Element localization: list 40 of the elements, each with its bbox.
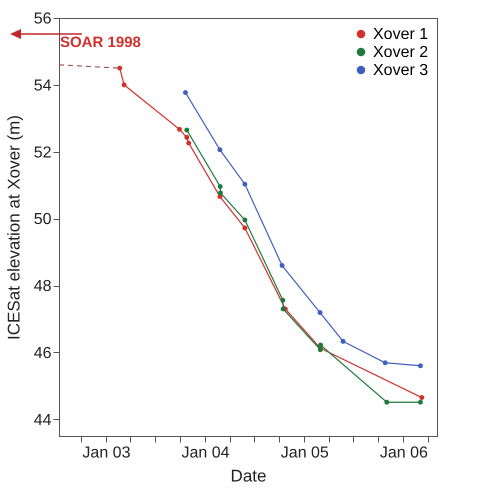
y-tick-label: 48: [34, 278, 52, 296]
point: [419, 395, 424, 400]
point: [184, 128, 190, 132]
y-tick-label: 54: [34, 77, 52, 94]
point: [384, 400, 390, 405]
x-tick-label: Jan 03: [82, 444, 131, 462]
annotation: SOAR 1998: [60, 34, 141, 51]
point: [218, 184, 223, 189]
point: [280, 263, 285, 268]
legend-label: Xover 1: [373, 26, 428, 43]
point: [318, 310, 322, 316]
point: [177, 126, 182, 132]
legend-label: Xover 2: [373, 44, 428, 61]
y-tick-label: 44: [34, 412, 52, 429]
y-tick-label: 56: [34, 10, 52, 28]
point: [117, 66, 122, 71]
y-tick-label: 46: [34, 344, 52, 362]
point: [184, 134, 190, 140]
x-tick-label: Jan 05: [280, 444, 329, 462]
x-tick-label: Jan 06: [380, 444, 428, 462]
point: [340, 338, 346, 344]
point: [242, 226, 248, 230]
legend-label: Xover 3: [373, 62, 428, 79]
point: [382, 360, 388, 366]
point: [318, 342, 324, 348]
x-tick-label: Jan 04: [181, 444, 230, 462]
y-axis-title: ICESat elevation at Xover (m): [4, 115, 24, 340]
y-tick-label: 50: [34, 211, 52, 228]
point: [186, 140, 192, 146]
point: [418, 363, 423, 368]
point: [183, 90, 188, 96]
point: [217, 147, 222, 152]
point: [242, 218, 248, 222]
point: [242, 182, 248, 187]
point: [218, 190, 223, 196]
x-axis-title: Date: [230, 466, 266, 486]
point: [280, 298, 286, 303]
point: [122, 82, 127, 88]
y-tick-label: 52: [34, 144, 52, 162]
point: [418, 400, 423, 405]
